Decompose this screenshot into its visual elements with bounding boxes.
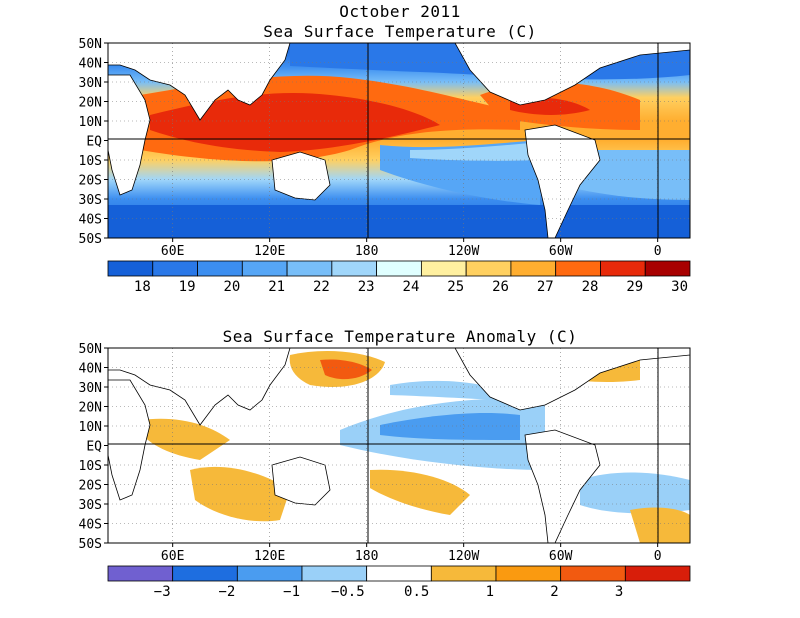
- sst-map-panel: 50N 40N 30N 20N 10N EQ 10S 20S 30S 40S 50S 60E 120E…: [79, 37, 691, 295]
- anomaly-lat-label: 20N: [79, 401, 102, 416]
- sst-lat-label: 50S: [79, 232, 102, 247]
- sst-lon-label: 120E: [254, 244, 285, 259]
- sst-lat-label: 30N: [79, 76, 102, 91]
- anomaly-lon-labels: 60E 120E 180 120W 60W 0: [161, 543, 662, 564]
- anomaly-north-pacific-cool: [390, 380, 500, 400]
- sst-southern-ocean: [108, 205, 690, 238]
- sst-colorbar-label: 27: [537, 279, 554, 295]
- anomaly-lat-label: 50N: [79, 342, 102, 357]
- sst-colorbar-label: 28: [582, 279, 599, 295]
- sst-lat-label: 20S: [79, 174, 102, 189]
- anomaly-colorbar-label: −0.5: [331, 584, 365, 600]
- sst-colorbar-label: 21: [268, 279, 285, 295]
- anomaly-colorbar-swatch: [301, 565, 368, 582]
- sst-lat-label: 50N: [79, 37, 102, 52]
- sst-colorbar: 18 19 20 21 22 23 24 25 26 27 28 29 30: [107, 260, 691, 295]
- sst-colorbar-swatch: [644, 260, 691, 277]
- anomaly-lon-label: 180: [355, 549, 378, 564]
- anomaly-lat-label: 30S: [79, 498, 102, 513]
- anomaly-colorbar-label: −2: [218, 584, 235, 600]
- anomaly-lat-label: 10S: [79, 459, 102, 474]
- sst-lon-label: 60E: [161, 244, 184, 259]
- sst-lat-label: 10S: [79, 154, 102, 169]
- anomaly-lat-label: 50S: [79, 537, 102, 552]
- sst-lat-label: 20N: [79, 96, 102, 111]
- anomaly-land-north-america: [454, 348, 690, 411]
- sst-colorbar-label: 18: [134, 279, 151, 295]
- sst-panel-title: Sea Surface Temperature (C): [263, 22, 537, 41]
- anomaly-colorbar-label: −1: [283, 584, 300, 600]
- anomaly-colorbar-label: 0.5: [404, 584, 429, 600]
- sst-lon-label: 0: [654, 244, 662, 259]
- sst-land-africa: [108, 74, 151, 196]
- sst-lon-label: 60W: [549, 244, 573, 259]
- anomaly-lat-labels: 50N 40N 30N 20N 10N EQ 10S 20S 30S 40S 50S: [79, 342, 108, 552]
- anomaly-lon-label: 120E: [254, 549, 285, 564]
- anomaly-lon-label: 0: [654, 549, 662, 564]
- anomaly-lat-label: 40S: [79, 518, 102, 533]
- anomaly-land-south-america: [524, 429, 601, 543]
- anomaly-south-atlantic-warm: [630, 507, 690, 543]
- sst-land-australia: [271, 151, 331, 201]
- anomaly-colorbar-swatch: [624, 565, 691, 582]
- anomaly-lat-label: 20S: [79, 479, 102, 494]
- sst-colorbar-label: 26: [492, 279, 509, 295]
- anomaly-colorbar-swatch: [172, 565, 238, 582]
- sst-lon-label: 120W: [448, 244, 479, 259]
- sst-gridlines: [108, 43, 690, 238]
- sst-colorbar-label: 20: [223, 279, 240, 295]
- sst-lat-label: 10N: [79, 115, 102, 130]
- sst-colorbar-label: 23: [358, 279, 375, 295]
- anomaly-south-atlantic-cool: [580, 472, 690, 514]
- sst-lat-label: EQ: [86, 135, 102, 150]
- anomaly-colorbar-swatch: [366, 565, 432, 582]
- anomaly-land: [108, 348, 690, 543]
- anomaly-southern-indian-warm: [190, 466, 290, 522]
- anomaly-south-pacific-warm: [370, 469, 470, 515]
- anomaly-land-africa: [108, 379, 151, 501]
- sst-colorbar-label: 29: [626, 279, 643, 295]
- sst-lon-label: 180: [355, 244, 378, 259]
- anomaly-colorbar-swatch: [107, 565, 174, 582]
- anomaly-colorbar-swatch: [430, 565, 497, 582]
- sst-lat-label: 30S: [79, 193, 102, 208]
- sst-lon-labels: 60E 120E 180 120W 60W 0: [161, 238, 662, 259]
- anomaly-lat-label: 10N: [79, 420, 102, 435]
- sst-lat-labels: 50N 40N 30N 20N 10N EQ 10S 20S 30S 40S 50S: [79, 37, 108, 247]
- sst-lat-label: 40S: [79, 213, 102, 228]
- anomaly-colorbar-label: 1: [486, 584, 494, 600]
- anomaly-land-australia: [271, 456, 331, 506]
- figure-title: October 2011: [339, 2, 461, 21]
- anomaly-colorbar-swatch: [560, 565, 626, 582]
- anomaly-panel-title: Sea Surface Temperature Anomaly (C): [222, 327, 578, 346]
- anomaly-colorbar: −3 −2 −1 −0.5 0.5 1 2 3: [107, 565, 691, 600]
- anomaly-kuroshio-core: [320, 359, 372, 380]
- anomaly-lon-label: 120W: [448, 549, 479, 564]
- anomaly-indian-ocean-warm: [140, 418, 230, 460]
- sst-colorbar-label: 24: [403, 279, 420, 295]
- anomaly-colorbar-label: 3: [615, 584, 623, 600]
- sst-cold-tongue-core: [410, 142, 540, 161]
- anomaly-colorbar-swatch: [495, 565, 562, 582]
- anomaly-lat-label: 30N: [79, 381, 102, 396]
- sst-colorbar-label: 22: [313, 279, 330, 295]
- sst-lat-label: 40N: [79, 57, 102, 72]
- anomaly-cold-core: [380, 413, 520, 440]
- anomaly-lon-label: 60E: [161, 549, 184, 564]
- sst-colorbar-label: 25: [447, 279, 464, 295]
- sst-colorbar-label: 19: [179, 279, 196, 295]
- anomaly-lon-label: 60W: [549, 549, 573, 564]
- sst-land-north-america: [454, 43, 690, 106]
- anomaly-colorbar-label: 2: [550, 584, 558, 600]
- sst-colorbar-label: 30: [671, 279, 688, 295]
- anomaly-lat-label: 40N: [79, 362, 102, 377]
- anomaly-colorbar-swatch: [236, 565, 303, 582]
- anomaly-colorbar-label: −3: [154, 584, 171, 600]
- sst-land-south-america: [524, 124, 601, 238]
- anomaly-lat-label: EQ: [86, 440, 102, 455]
